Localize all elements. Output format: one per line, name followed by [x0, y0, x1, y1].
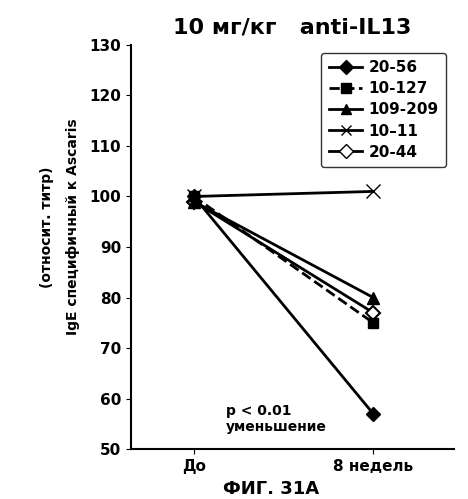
Text: p < 0.01
уменьшение: p < 0.01 уменьшение [226, 404, 327, 434]
Text: IgE специфичный к Ascaris: IgE специфичный к Ascaris [66, 118, 80, 335]
Text: ФИГ. 31А: ФИГ. 31А [223, 480, 320, 498]
Text: (относит. титр): (относит. титр) [40, 166, 54, 287]
Legend: 20-56, 10-127, 109-209, 10–11, 20-44: 20-56, 10-127, 109-209, 10–11, 20-44 [321, 52, 446, 167]
Title: 10 мг/кг   anti-IL13: 10 мг/кг anti-IL13 [173, 18, 412, 38]
